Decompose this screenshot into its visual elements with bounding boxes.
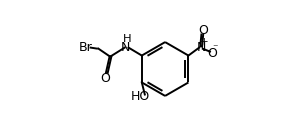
Text: HO: HO [131, 90, 150, 103]
Text: N: N [121, 41, 130, 54]
Text: ⁻: ⁻ [212, 43, 218, 53]
Text: O: O [100, 72, 110, 85]
Text: N: N [197, 41, 206, 54]
Text: H: H [123, 34, 131, 44]
Text: Br: Br [79, 41, 92, 54]
Text: +: + [199, 37, 208, 47]
Text: O: O [198, 24, 208, 37]
Text: O: O [207, 47, 217, 60]
